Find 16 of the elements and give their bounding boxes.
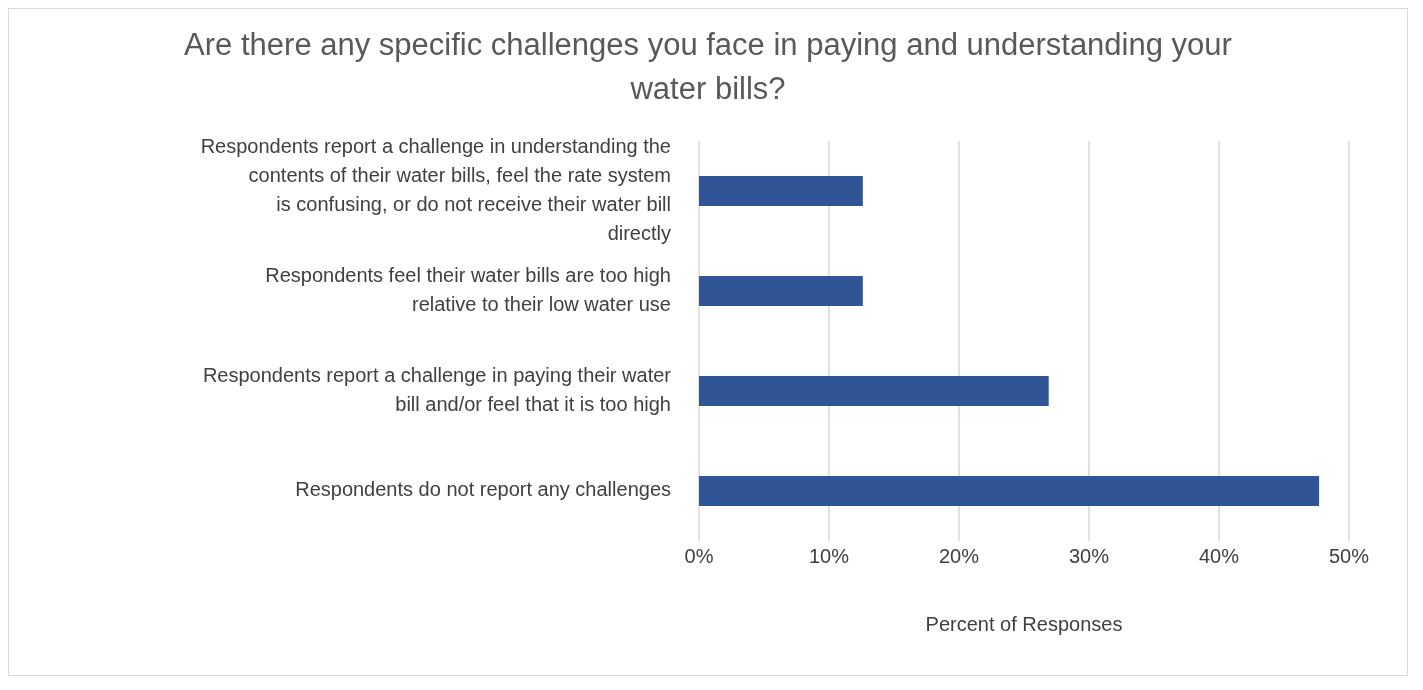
y-tick-label: Respondents do not report any challenges [295,478,671,501]
x-tick-label: 20% [938,545,980,568]
y-tick-label: Respondents report a challenge in understanding the contents of their water bills, feel the rate system is confusing, or do not receive their water bill directly [200,134,671,244]
bar [699,476,1320,506]
chart-title: Are there any specific challenges you face in paying and understanding your water bills? [183,26,1233,108]
bar [699,376,1049,406]
x-tick-label: 40% [1198,545,1240,568]
bar [699,276,863,306]
x-tick-label: 0% [684,545,714,568]
y-tick-label: Respondents feel their water bills are too high relative to their low water use [265,263,671,315]
x-tick-label: 50% [1328,545,1370,568]
y-tick-label: Respondents report a challenge in paying their water bill and/or feel that it is too high [202,363,672,415]
bar [699,176,863,206]
x-tick-label: 30% [1068,545,1110,568]
x-tick-label: 10% [808,545,850,568]
x-axis-title: Percent of Responses [925,613,1123,635]
